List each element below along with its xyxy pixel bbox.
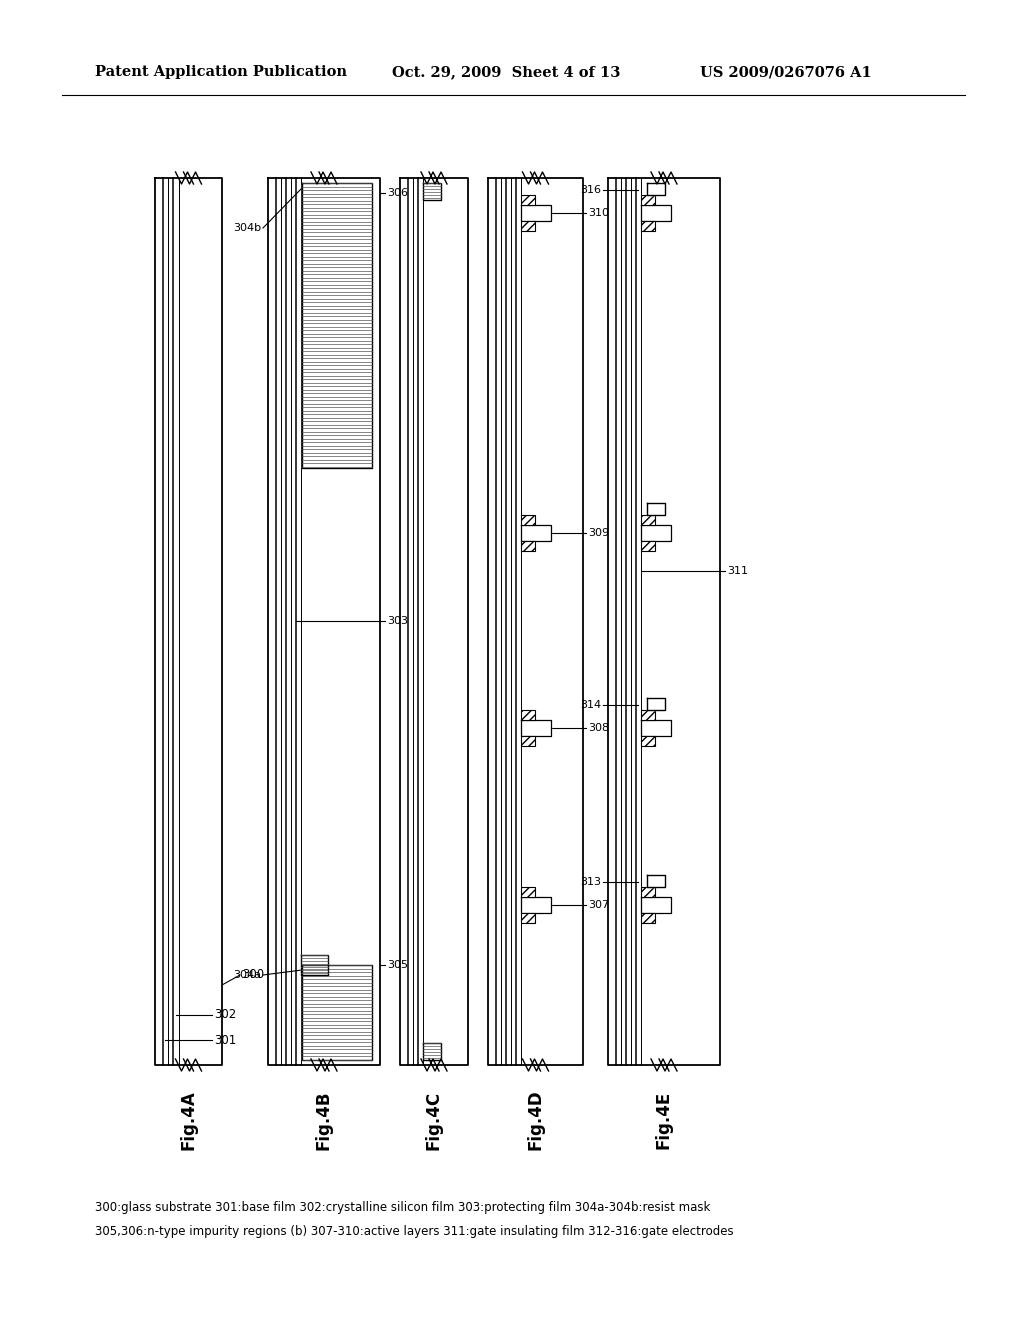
Bar: [521, 913, 535, 924]
Polygon shape: [641, 719, 671, 737]
Polygon shape: [521, 719, 551, 737]
Bar: [641, 737, 655, 746]
Polygon shape: [302, 183, 372, 469]
Bar: [641, 887, 655, 898]
Polygon shape: [521, 525, 551, 541]
Text: Fig.4E: Fig.4E: [655, 1090, 673, 1150]
Bar: [641, 220, 655, 231]
Text: Fig.4A: Fig.4A: [179, 1090, 198, 1150]
Bar: [641, 710, 655, 719]
Polygon shape: [488, 178, 583, 1065]
Polygon shape: [301, 954, 328, 975]
Polygon shape: [647, 698, 665, 710]
Text: 308: 308: [588, 723, 609, 733]
Bar: [521, 710, 535, 719]
Polygon shape: [647, 875, 665, 887]
Polygon shape: [647, 503, 665, 515]
Text: 311: 311: [727, 566, 748, 576]
Bar: [641, 541, 655, 550]
Polygon shape: [641, 205, 671, 220]
Polygon shape: [400, 178, 468, 1065]
Text: Fig.4B: Fig.4B: [315, 1090, 333, 1150]
Bar: [641, 515, 655, 525]
Text: 302: 302: [214, 1008, 237, 1022]
Text: 304a: 304a: [233, 970, 261, 979]
Polygon shape: [302, 965, 372, 1060]
Polygon shape: [647, 183, 665, 195]
Text: 314: 314: [580, 700, 601, 710]
Text: 313: 313: [580, 878, 601, 887]
Text: 301: 301: [214, 1034, 237, 1047]
Bar: [521, 541, 535, 550]
Text: Patent Application Publication: Patent Application Publication: [95, 65, 347, 79]
Text: Fig.4D: Fig.4D: [526, 1090, 545, 1150]
Polygon shape: [608, 178, 720, 1065]
Text: 304b: 304b: [232, 223, 261, 234]
Polygon shape: [521, 205, 551, 220]
Text: 305: 305: [387, 960, 408, 970]
Bar: [641, 913, 655, 924]
Bar: [521, 515, 535, 525]
Text: 303: 303: [387, 616, 408, 626]
Polygon shape: [641, 525, 671, 541]
Text: 300: 300: [242, 969, 264, 982]
Bar: [521, 887, 535, 898]
Text: Oct. 29, 2009  Sheet 4 of 13: Oct. 29, 2009 Sheet 4 of 13: [392, 65, 621, 79]
Text: 306: 306: [387, 187, 408, 198]
Text: 316: 316: [580, 185, 601, 195]
Text: Fig.4C: Fig.4C: [425, 1090, 443, 1150]
Bar: [641, 195, 655, 205]
Text: 300:glass substrate 301:base film 302:crystalline silicon film 303:protecting fi: 300:glass substrate 301:base film 302:cr…: [95, 1201, 711, 1214]
Text: 309: 309: [588, 528, 609, 537]
Polygon shape: [268, 178, 380, 1065]
Text: 310: 310: [588, 209, 609, 218]
Polygon shape: [521, 898, 551, 913]
Bar: [521, 737, 535, 746]
Text: US 2009/0267076 A1: US 2009/0267076 A1: [700, 65, 871, 79]
Polygon shape: [641, 898, 671, 913]
Polygon shape: [423, 183, 441, 201]
Polygon shape: [423, 1043, 441, 1060]
Bar: [521, 220, 535, 231]
Polygon shape: [155, 178, 222, 1065]
Text: 307: 307: [588, 900, 609, 911]
Bar: [521, 195, 535, 205]
Text: 305,306:n-type impurity regions (b) 307-310:active layers 311:gate insulating fi: 305,306:n-type impurity regions (b) 307-…: [95, 1225, 733, 1238]
